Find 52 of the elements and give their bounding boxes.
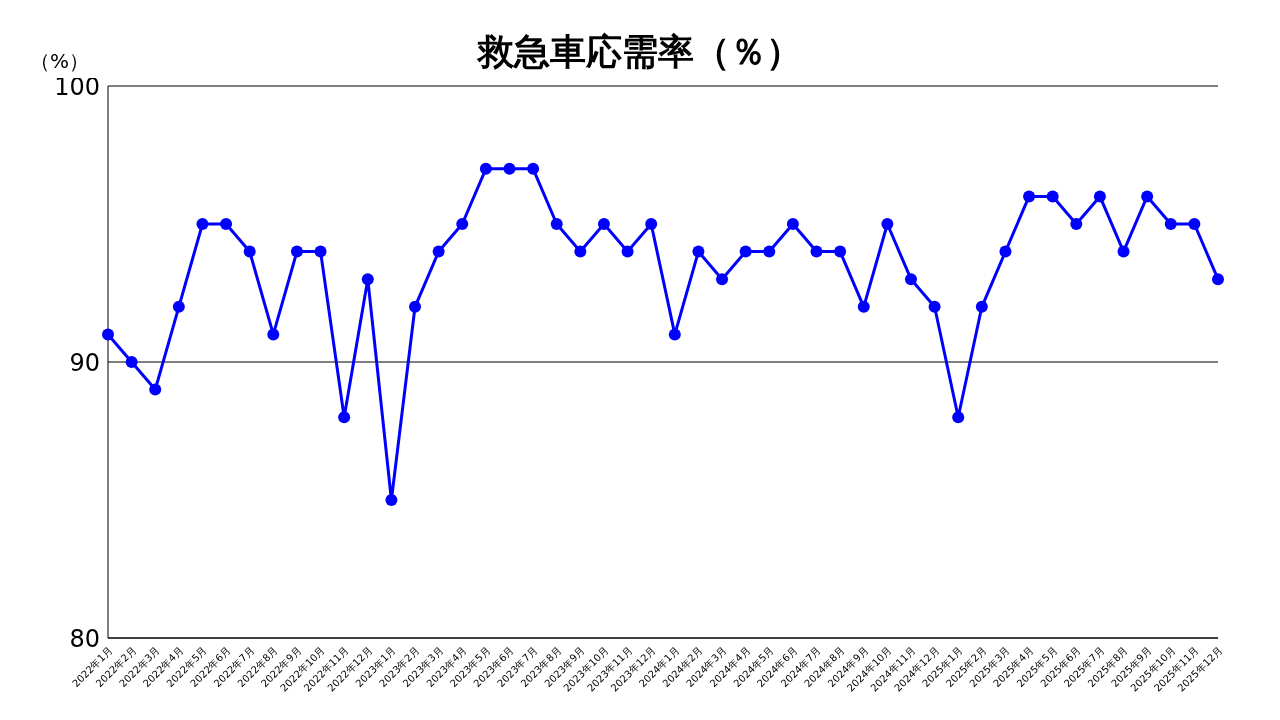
point	[550, 218, 563, 230]
point	[243, 245, 256, 258]
point	[432, 245, 445, 258]
point	[149, 383, 162, 396]
point	[1093, 190, 1106, 203]
point	[1070, 218, 1083, 230]
point	[881, 218, 894, 230]
point	[102, 328, 114, 341]
point	[952, 411, 965, 424]
point	[574, 245, 587, 258]
chart-title: 救急車応需率（％）	[478, 31, 802, 72]
point	[1188, 218, 1201, 230]
y-axis-title: （%）	[30, 48, 90, 75]
point	[338, 411, 351, 424]
point	[928, 300, 941, 313]
point	[1212, 273, 1224, 286]
point	[975, 300, 988, 313]
point	[503, 162, 516, 175]
point	[834, 245, 847, 258]
point	[361, 273, 374, 286]
point	[456, 218, 469, 230]
point	[621, 245, 634, 258]
point	[220, 218, 233, 230]
point	[999, 245, 1012, 258]
point	[1046, 190, 1059, 203]
point	[196, 218, 209, 230]
point	[739, 245, 752, 258]
y-tick-label: 90	[69, 348, 100, 377]
point	[1117, 245, 1130, 258]
point	[668, 328, 681, 341]
point	[597, 218, 610, 230]
point	[1164, 218, 1177, 230]
y-tick-label: 80	[69, 624, 100, 653]
point	[1141, 190, 1154, 203]
point	[786, 218, 799, 230]
point	[645, 218, 658, 230]
point	[409, 300, 422, 313]
point	[904, 273, 917, 286]
point	[267, 328, 280, 341]
point	[857, 300, 870, 313]
point	[1023, 190, 1036, 203]
point	[290, 245, 303, 258]
point	[172, 300, 185, 313]
point	[125, 356, 138, 368]
point	[810, 245, 823, 258]
point	[527, 162, 540, 175]
point	[479, 162, 492, 175]
point	[314, 245, 327, 258]
point	[763, 245, 776, 258]
point	[716, 273, 729, 286]
point	[692, 245, 705, 258]
point	[385, 494, 398, 506]
